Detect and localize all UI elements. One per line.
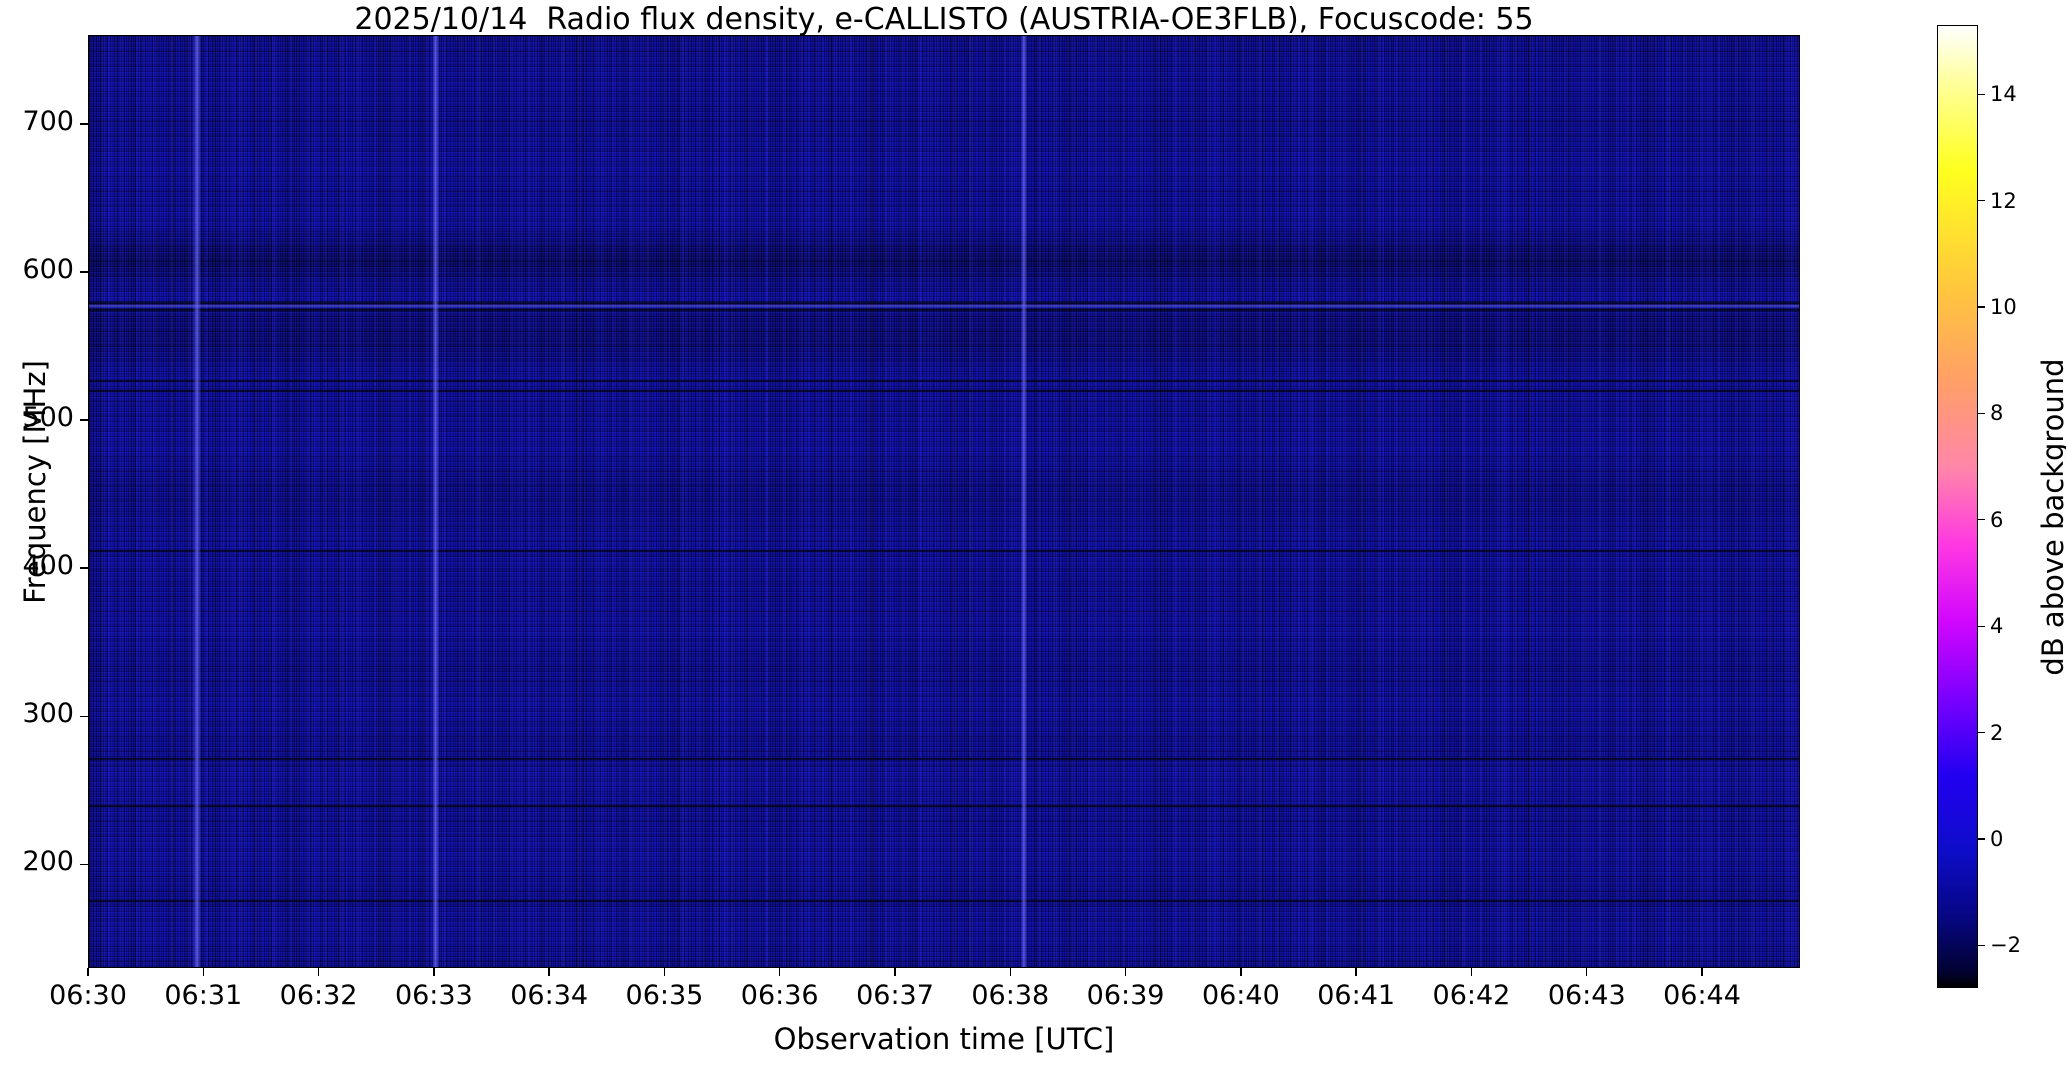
- spectrogram-channel-ripple: [89, 36, 1799, 967]
- colorbar-tick-label: 14: [1990, 82, 2017, 107]
- colorbar-tick-label: −2: [1990, 933, 2021, 958]
- x-tick-label: 06:38: [971, 980, 1050, 1011]
- x-tick-label: 06:34: [510, 980, 589, 1011]
- colorbar-tick-label: 0: [1990, 827, 2004, 852]
- y-tick-mark: [80, 271, 88, 273]
- x-axis-label: Observation time [UTC]: [773, 1022, 1115, 1056]
- x-tick-label: 06:31: [164, 980, 243, 1011]
- x-tick-label: 06:35: [625, 980, 704, 1011]
- x-tick-label: 06:33: [394, 980, 473, 1011]
- colorbar-tick-mark: [1978, 93, 1985, 95]
- broadband-interference-spike: [1021, 36, 1028, 967]
- spectrogram-plot-area[interactable]: [88, 35, 1800, 968]
- x-tick-label: 06:37: [856, 980, 934, 1011]
- y-tick-label: 500: [22, 402, 74, 434]
- x-tick-mark: [202, 968, 204, 976]
- x-tick-mark: [779, 968, 781, 976]
- y-tick-mark: [80, 419, 88, 421]
- x-tick-label: 06:43: [1547, 980, 1626, 1011]
- colorbar-tick-mark: [1978, 412, 1985, 415]
- broadband-interference-spike: [193, 36, 202, 967]
- x-tick-mark: [663, 968, 666, 976]
- x-tick-mark: [317, 968, 320, 976]
- rfi-notch-line: [89, 300, 1799, 305]
- colorbar-tick-mark: [1978, 199, 1985, 202]
- spectrogram-time-mottle: [89, 36, 1799, 967]
- x-tick-label: 06:44: [1663, 980, 1741, 1011]
- x-tick-label: 06:41: [1317, 980, 1396, 1011]
- y-tick-label: 400: [22, 550, 74, 582]
- rfi-notch-line: [89, 804, 1799, 809]
- colorbar-tick-mark: [1978, 731, 1985, 734]
- colorbar-tick-mark: [1978, 944, 1985, 947]
- colorbar-tick-label: 12: [1990, 188, 2017, 213]
- colorbar-label: dB above background: [2036, 358, 2066, 676]
- spectrogram-band-structure: [89, 36, 1799, 967]
- x-tick-mark: [433, 968, 435, 976]
- x-tick-mark: [1470, 968, 1473, 976]
- x-tick-mark: [1240, 968, 1242, 976]
- x-tick-mark: [1701, 968, 1703, 976]
- x-tick-mark: [87, 968, 89, 976]
- bright-emission-line: [89, 303, 1799, 308]
- rfi-notch-line: [89, 379, 1799, 384]
- colorbar[interactable]: [1937, 25, 1978, 988]
- rfi-notch-line: [89, 756, 1799, 761]
- x-tick-label: 06:32: [279, 980, 358, 1011]
- colorbar-tick-label: 6: [1990, 507, 2004, 532]
- rfi-notch-line: [89, 898, 1799, 903]
- x-tick-mark: [894, 968, 896, 976]
- spectrogram-noise-streaks: [89, 36, 1799, 967]
- y-tick-label: 300: [22, 698, 74, 730]
- x-tick-mark: [548, 968, 550, 976]
- colorbar-tick-label: 8: [1990, 401, 2004, 426]
- colorbar-tick-mark: [1978, 519, 1985, 521]
- y-tick-label: 600: [22, 253, 74, 285]
- x-tick-mark: [1009, 968, 1011, 976]
- y-tick-label: 700: [22, 105, 74, 137]
- colorbar-tick-mark: [1978, 838, 1985, 840]
- colorbar-tick-mark: [1978, 625, 1985, 627]
- colorbar-tick-label: 2: [1990, 720, 2004, 745]
- rfi-notch-line: [89, 307, 1799, 312]
- broadband-interference-spike: [431, 36, 439, 967]
- page-title: 2025/10/14 Radio flux density, e-CALLIST…: [354, 2, 1534, 37]
- x-tick-mark: [1355, 968, 1357, 976]
- y-tick-label: 200: [22, 846, 74, 878]
- colorbar-tick-mark: [1978, 306, 1985, 308]
- x-tick-label: 06:42: [1432, 980, 1511, 1011]
- y-tick-mark: [80, 123, 88, 125]
- x-tick-label: 06:30: [49, 980, 127, 1011]
- colorbar-tick-label: 10: [1990, 294, 2017, 319]
- x-tick-label: 06:39: [1086, 980, 1165, 1011]
- rfi-notch-line: [89, 549, 1799, 554]
- x-tick-mark: [1124, 968, 1127, 976]
- x-tick-label: 06:40: [1201, 980, 1280, 1011]
- colorbar-tick-label: 4: [1990, 614, 2004, 639]
- x-tick-mark: [1586, 968, 1588, 976]
- colorbar-gradient: [1938, 26, 1977, 987]
- y-tick-mark: [80, 863, 88, 865]
- rfi-notch-line: [89, 389, 1799, 394]
- y-tick-mark: [80, 567, 88, 569]
- x-tick-label: 06:36: [740, 980, 819, 1011]
- y-tick-mark: [80, 715, 88, 717]
